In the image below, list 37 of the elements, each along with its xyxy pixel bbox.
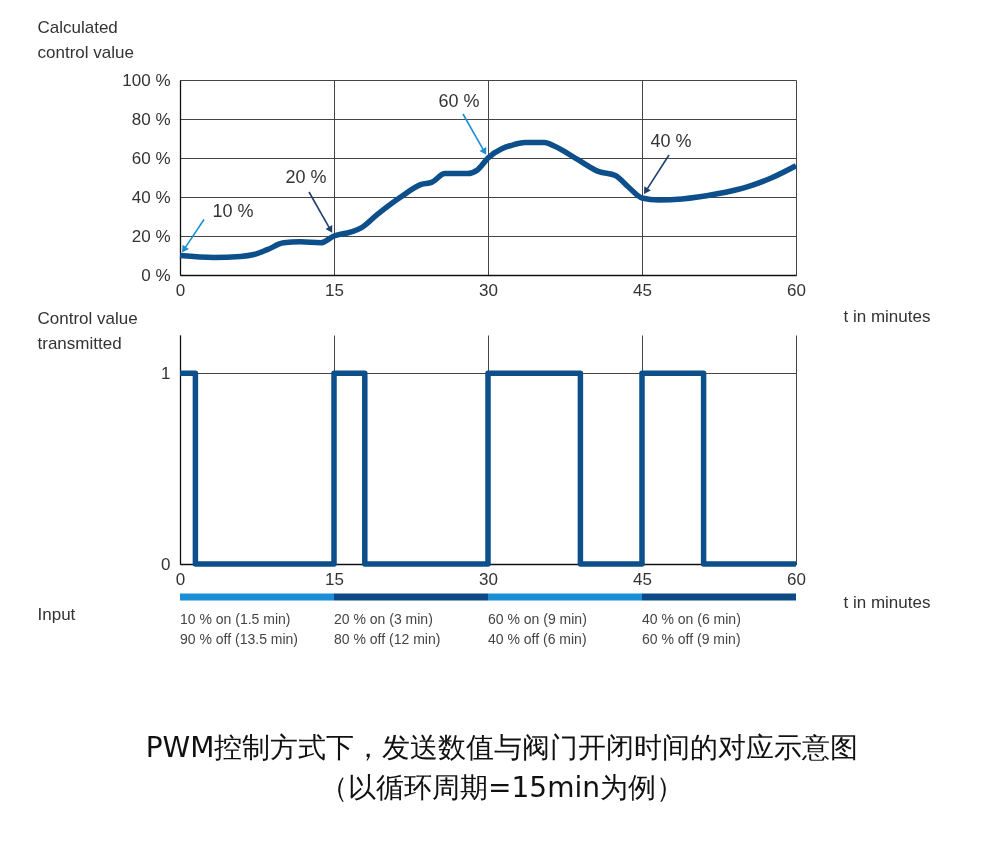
y-tick-label: 40 % bbox=[131, 187, 171, 207]
x-tick-label: 15 bbox=[325, 569, 344, 589]
text: （以循环周期=15min为例） bbox=[320, 771, 684, 804]
x-tick-label: 30 bbox=[479, 280, 498, 300]
annotation: 10 % on (1.5 min) 90 % off (13.5 min) bbox=[180, 610, 299, 647]
x-axis-title: t in minutes bbox=[843, 592, 931, 612]
y-axis-title: Calculated control value bbox=[37, 17, 134, 62]
x-tick-label: 30 bbox=[479, 569, 498, 589]
y-tick-label: 1 bbox=[161, 363, 171, 383]
x-tick-label: 60 bbox=[787, 280, 806, 300]
x-axis-title: t in minutes bbox=[843, 306, 931, 326]
bar bbox=[180, 593, 334, 601]
y-tick-label: 100 % bbox=[122, 70, 171, 90]
x-tick-label: 15 bbox=[325, 280, 344, 300]
y-tick-label: 60 % bbox=[131, 148, 171, 168]
x-tick-label: 45 bbox=[633, 280, 652, 300]
y-tick-label: 0 % bbox=[141, 265, 171, 285]
y-tick-label: 80 % bbox=[131, 109, 171, 129]
bar bbox=[642, 593, 796, 601]
bar bbox=[334, 593, 488, 601]
annotation: 20 % on (3 min) 80 % off (12 min) bbox=[334, 610, 441, 647]
x-tick-label: 45 bbox=[633, 569, 652, 589]
bar bbox=[488, 593, 642, 601]
annotation: 60 % on (9 min) 40 % off (6 min) bbox=[488, 610, 587, 647]
annotation: 10 % bbox=[212, 200, 254, 221]
annotation: 60 % bbox=[438, 91, 480, 111]
annotation: 20 % bbox=[285, 167, 327, 187]
x-tick-label: 60 bbox=[787, 569, 806, 589]
y-tick-label: 0 bbox=[161, 554, 171, 574]
y-tick-label: Input bbox=[37, 605, 76, 624]
x-tick-label: 0 bbox=[175, 569, 186, 589]
x-tick-label: 0 bbox=[175, 280, 186, 300]
annotation: 40 % bbox=[650, 131, 692, 151]
y-axis-title: Control value transmitted bbox=[37, 308, 138, 353]
text: PWM控制方式下，发送数值与阀门开闭时间的对应示意图 bbox=[145, 731, 859, 764]
y-tick-label: 20 % bbox=[131, 226, 171, 246]
annotation: 40 % on (6 min) 60 % off (9 min) bbox=[642, 610, 741, 647]
